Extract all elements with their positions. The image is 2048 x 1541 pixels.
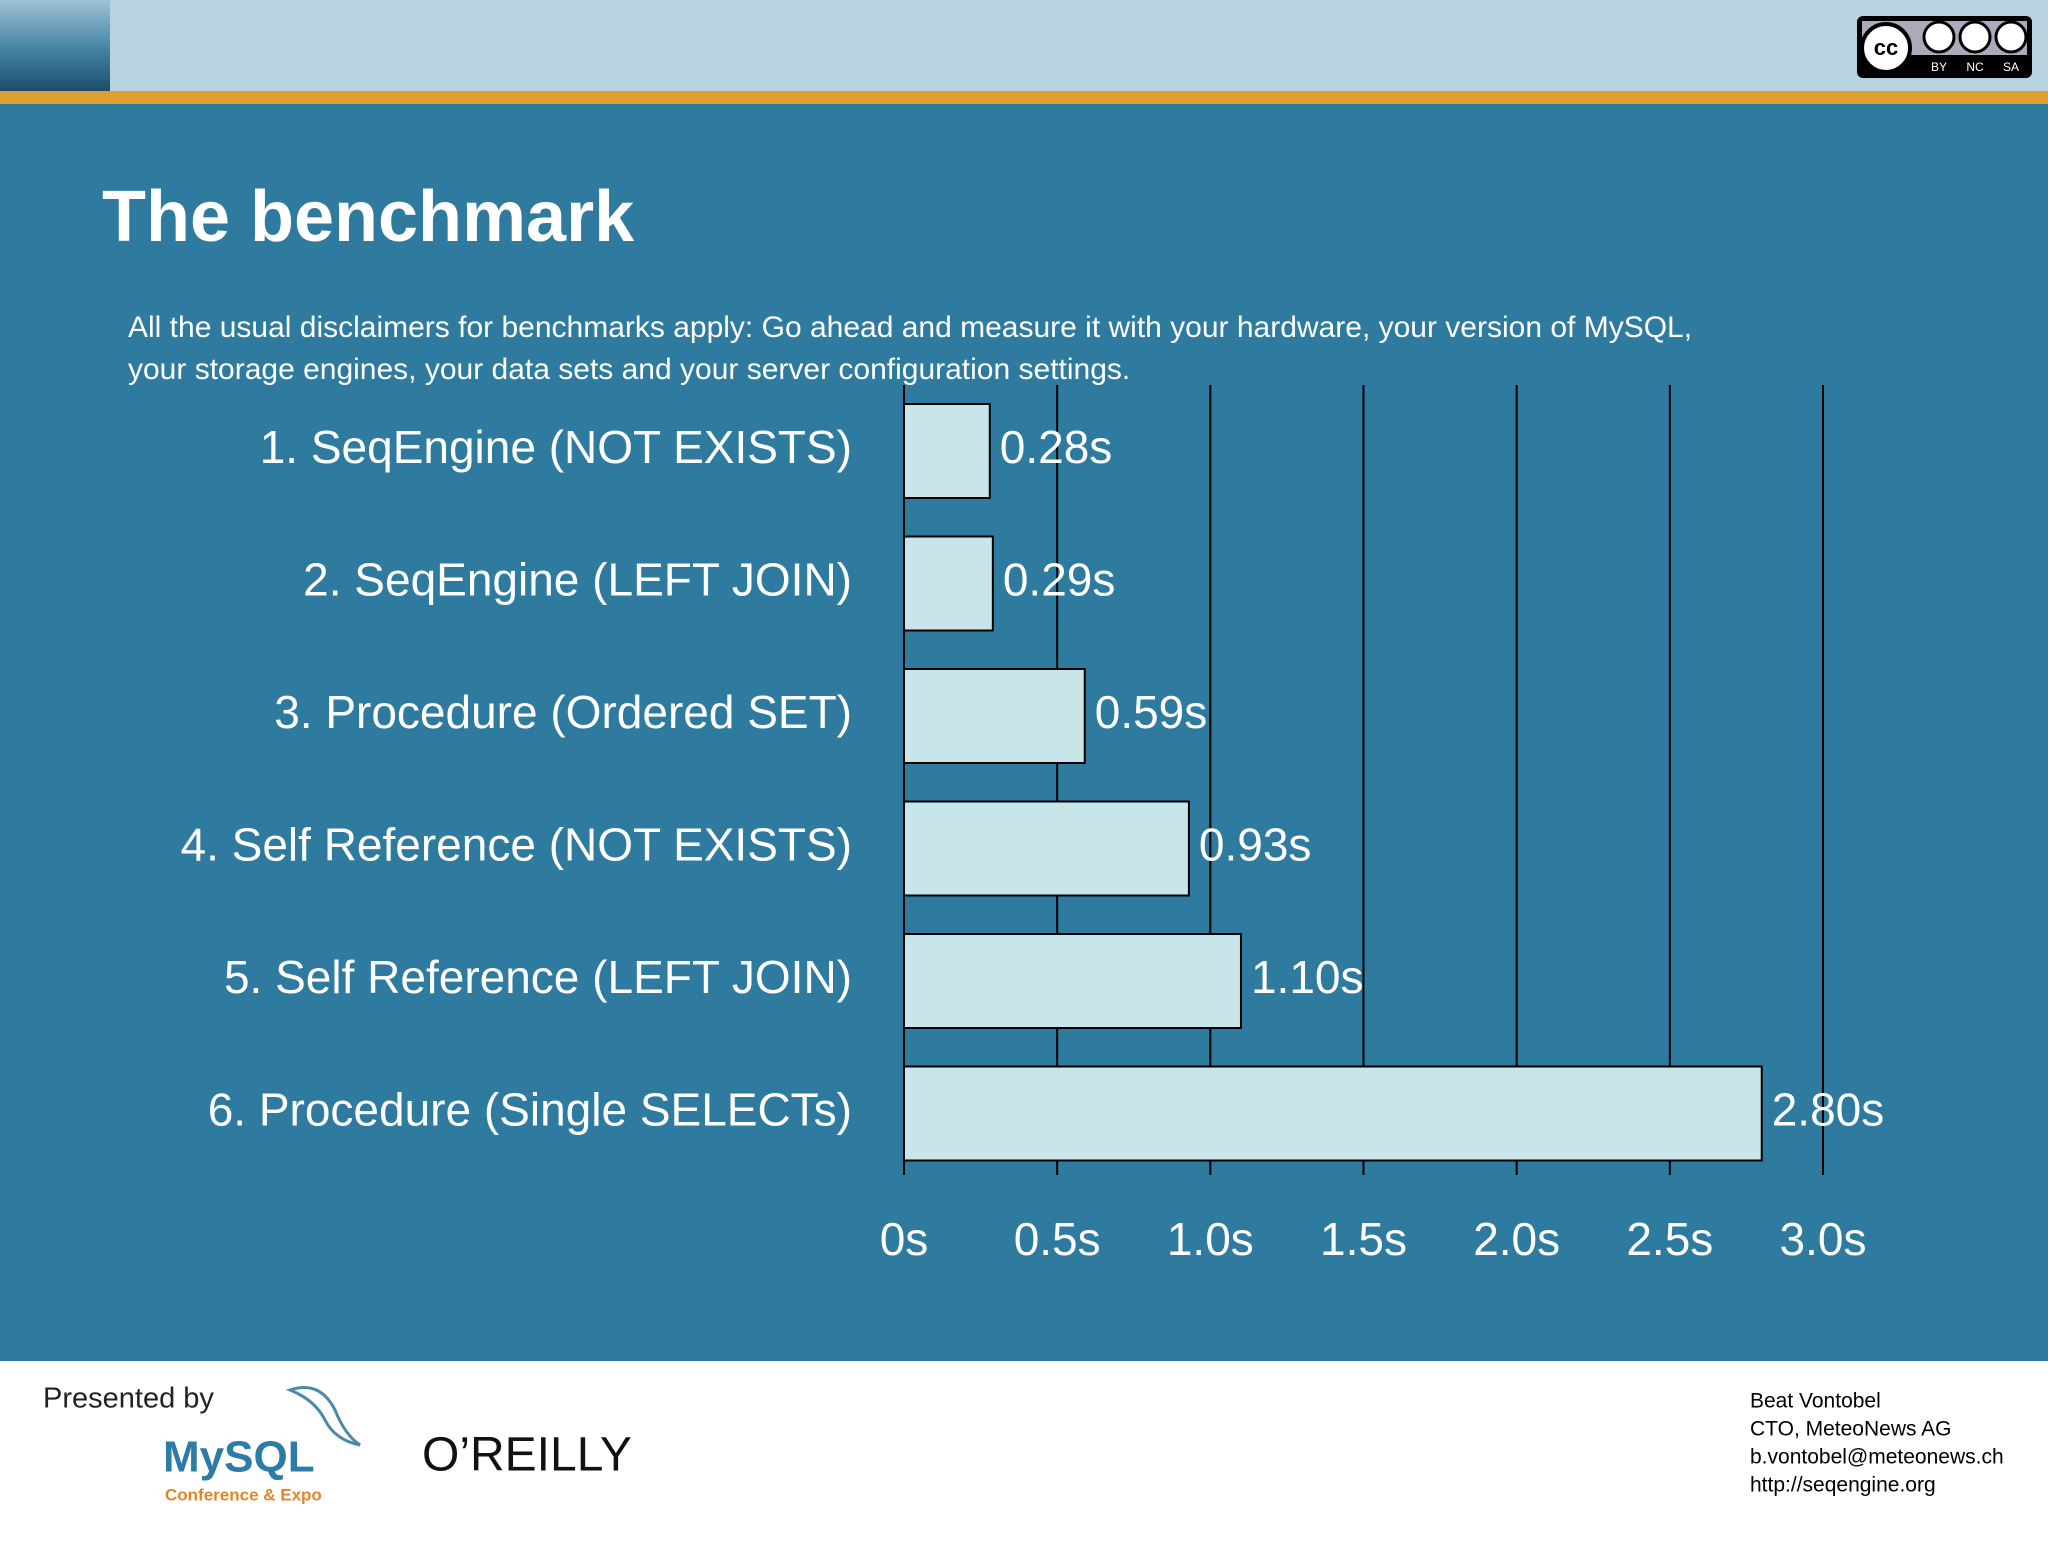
presented-by: Presented by bbox=[43, 1383, 214, 1415]
bar bbox=[903, 403, 991, 499]
bar bbox=[903, 1065, 1763, 1162]
y-tick-label: 5. Self Reference (LEFT JOIN) bbox=[224, 951, 852, 1003]
mysql-subtitle: Conference & Expo bbox=[165, 1485, 322, 1504]
chart-title: The benchmark bbox=[102, 177, 635, 257]
x-tick-label: 3.0s bbox=[1780, 1213, 1867, 1265]
mysql-logo: MySQL bbox=[163, 1433, 315, 1482]
oreilly-logo: O’REILLY bbox=[422, 1429, 632, 1482]
author-line: Beat Vontobel bbox=[1750, 1390, 1881, 1413]
y-tick-label: 4. Self Reference (NOT EXISTS) bbox=[181, 819, 853, 871]
mysql-dolphin bbox=[285, 1386, 361, 1447]
license-badge: cc BY NC SA bbox=[1857, 16, 2032, 78]
x-tick-label: 0.5s bbox=[1014, 1213, 1101, 1265]
value-label: 1.10s bbox=[1251, 951, 1364, 1003]
footer bbox=[0, 1361, 2048, 1536]
x-tick-label: 2.5s bbox=[1626, 1213, 1713, 1265]
header-stripe bbox=[0, 91, 2048, 104]
header-bar bbox=[0, 0, 2048, 91]
x-tick-label: 2.0s bbox=[1473, 1213, 1560, 1265]
license-sa: SA bbox=[2003, 60, 2019, 74]
license-nc: NC bbox=[1966, 60, 1984, 74]
bar bbox=[903, 933, 1242, 1029]
subtitle-line: your storage engines, your data sets and… bbox=[128, 353, 1130, 386]
bar bbox=[903, 535, 994, 632]
author-line: http://seqengine.org bbox=[1750, 1474, 1936, 1497]
subtitle-line: All the usual disclaimers for benchmarks… bbox=[128, 311, 1692, 344]
y-tick-label: 2. SeqEngine (LEFT JOIN) bbox=[303, 554, 852, 606]
y-tick-label: 1. SeqEngine (NOT EXISTS) bbox=[260, 421, 852, 473]
author-line: CTO, MeteoNews AG bbox=[1750, 1418, 1952, 1441]
x-tick-label: 0s bbox=[880, 1213, 929, 1265]
license-by: BY bbox=[1931, 60, 1947, 74]
svg-text:cc: cc bbox=[1874, 35, 1898, 60]
y-tick-label: 6. Procedure (Single SELECTs) bbox=[208, 1084, 852, 1136]
x-tick-label: 1.0s bbox=[1167, 1213, 1254, 1265]
header-image bbox=[0, 0, 110, 91]
bar bbox=[903, 668, 1086, 764]
value-label: 0.59s bbox=[1095, 686, 1208, 738]
value-label: 0.29s bbox=[1003, 554, 1116, 606]
x-tick-label: 1.5s bbox=[1320, 1213, 1407, 1265]
bar bbox=[903, 800, 1190, 897]
value-label: 0.93s bbox=[1199, 819, 1312, 871]
value-label: 0.28s bbox=[1000, 421, 1113, 473]
author-line: b.vontobel@meteonews.ch bbox=[1750, 1446, 2004, 1469]
y-tick-label: 3. Procedure (Ordered SET) bbox=[274, 686, 852, 738]
value-label: 2.80s bbox=[1772, 1084, 1885, 1136]
